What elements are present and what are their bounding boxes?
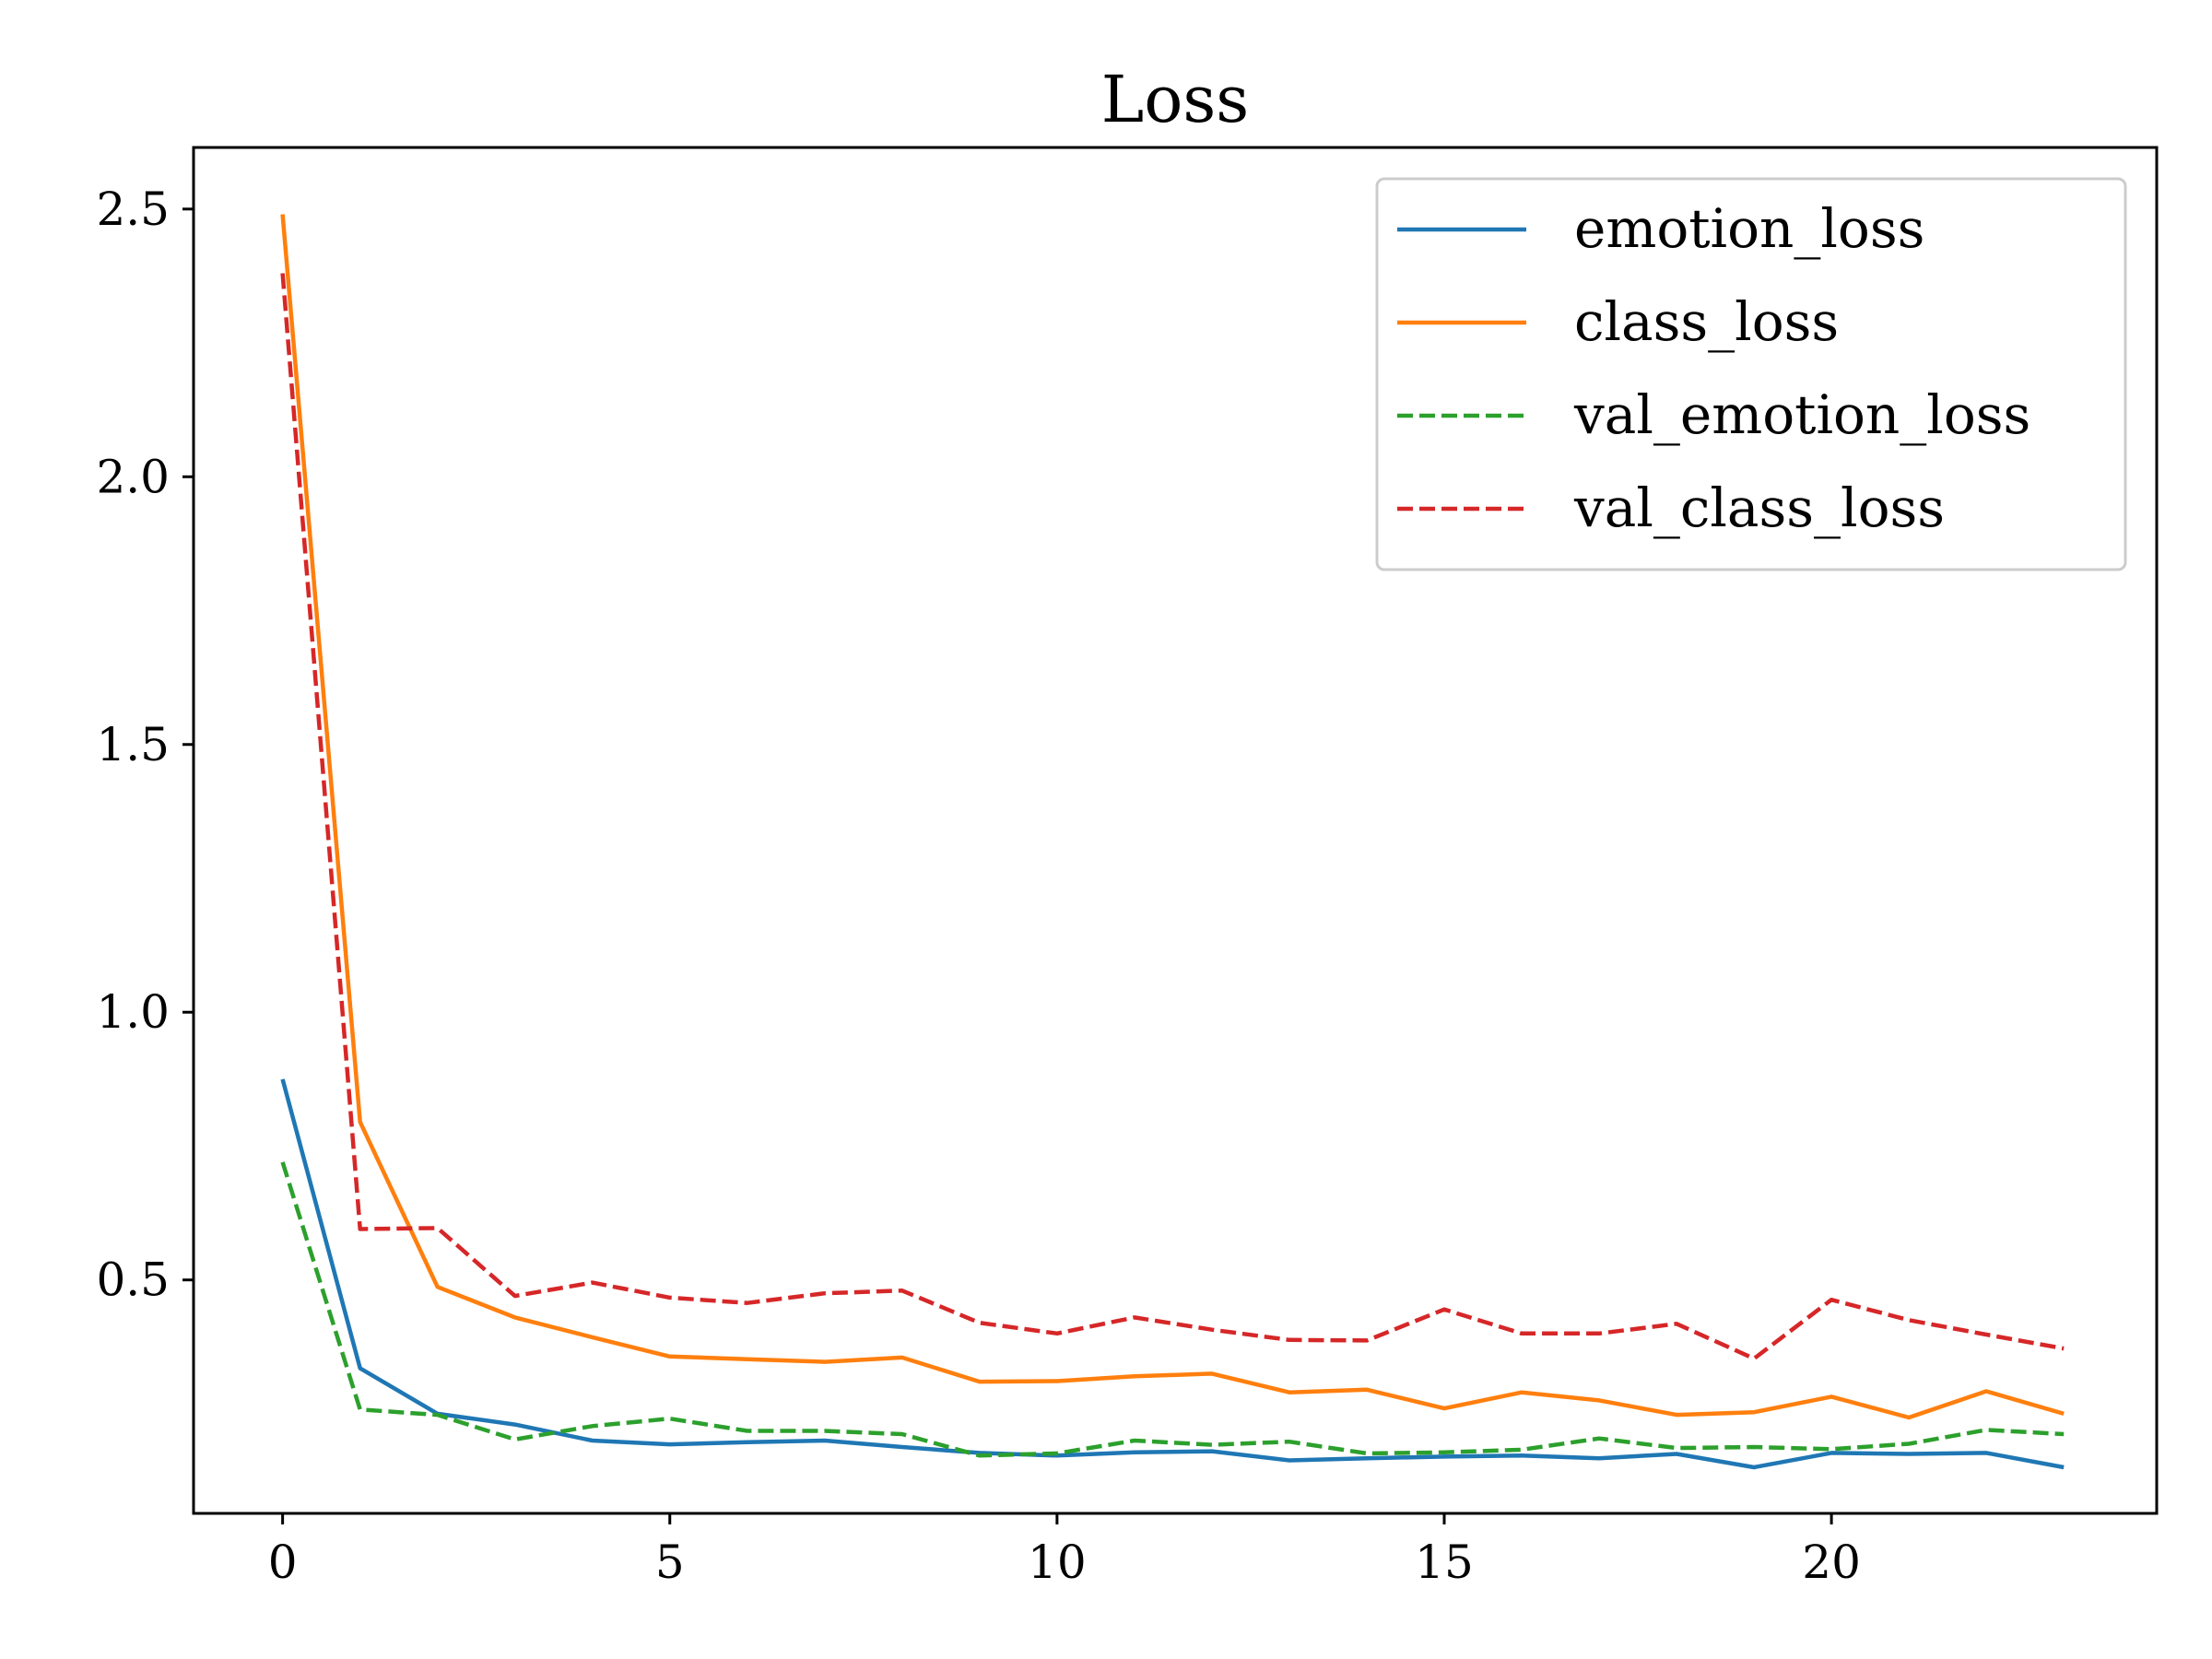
chart-title: Loss: [1101, 62, 1249, 137]
x-tick-label: 20: [1802, 1535, 1861, 1589]
x-tick-label: 15: [1415, 1535, 1474, 1589]
series-layer: [280, 214, 2065, 1470]
series-line-val-class-loss: [280, 273, 2065, 1361]
plot-frame: [192, 146, 2159, 1515]
y-tick-label: 0.5: [96, 1253, 170, 1307]
legend-label: val_emotion_loss: [1573, 383, 2030, 446]
legend-label: class_loss: [1574, 290, 1839, 353]
x-tick-label: 0: [268, 1535, 298, 1589]
y-tick-label: 1.5: [96, 718, 170, 771]
legend-label: val_class_loss: [1573, 477, 1945, 539]
y-axis: 0.5 1.0 1.5 2.0 2.5: [96, 182, 194, 1307]
y-tick-label: 2.5: [96, 182, 170, 236]
x-axis: 0 5 10 15 20: [268, 1513, 1861, 1589]
x-tick-label: 5: [655, 1535, 685, 1589]
y-tick-label: 2.0: [96, 450, 170, 503]
series-line-class-loss: [280, 214, 2065, 1420]
x-tick-label: 10: [1028, 1535, 1087, 1589]
legend: emotion_loss class_loss val_emotion_lossva…: [1375, 177, 2127, 571]
legend-box: [1375, 177, 2127, 571]
series-line-emotion-loss: [280, 1078, 2065, 1470]
y-tick-label: 1.0: [96, 985, 170, 1039]
legend-label: emotion_loss: [1574, 197, 1924, 260]
